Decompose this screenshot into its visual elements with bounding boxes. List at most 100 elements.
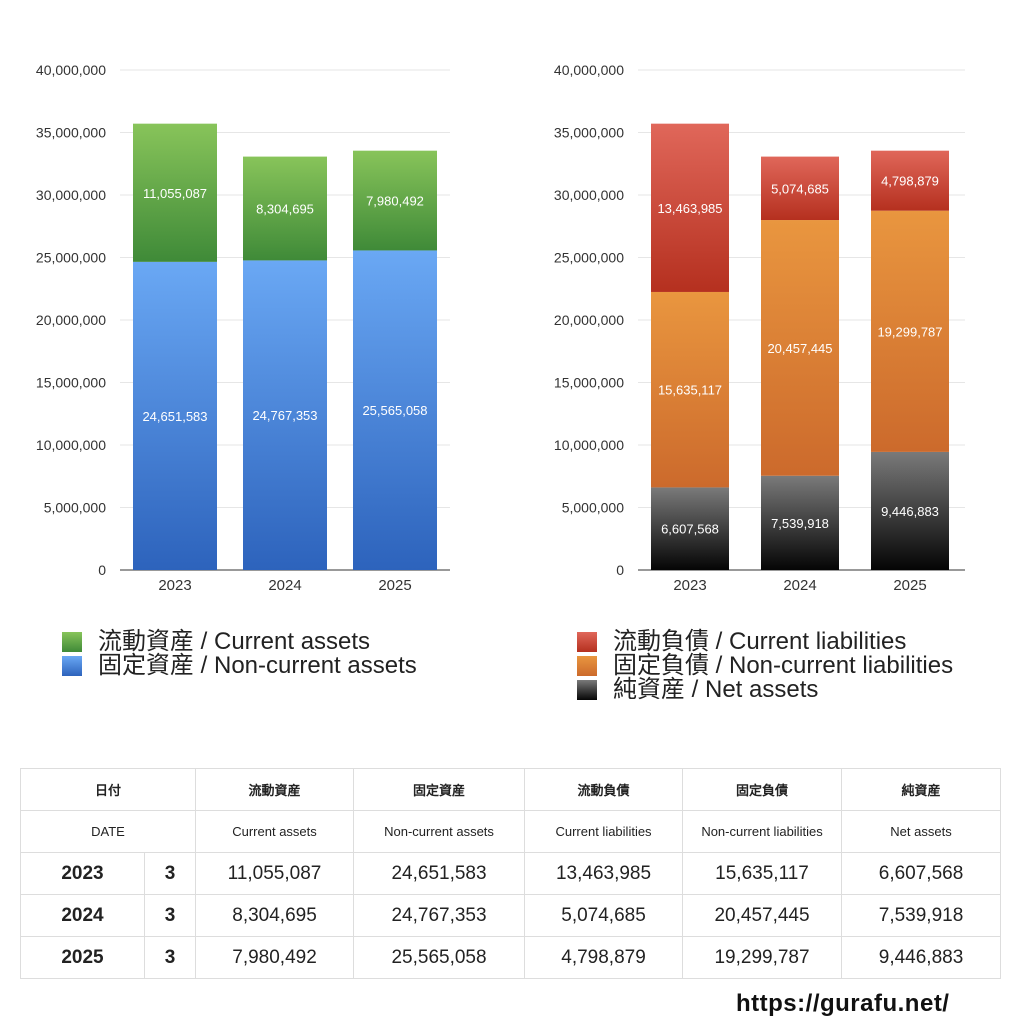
y-tick-label: 20,000,000 bbox=[36, 312, 106, 328]
cell-non-current-liabilities: 15,635,117 bbox=[682, 852, 843, 895]
cell-non-current-assets: 24,651,583 bbox=[353, 852, 526, 895]
cell-current-liabilities: 5,074,685 bbox=[524, 894, 684, 937]
y-tick-label: 10,000,000 bbox=[36, 437, 106, 453]
cell-net-assets: 6,607,568 bbox=[841, 852, 1002, 895]
bar-non-current-assets-2025 bbox=[353, 250, 437, 570]
header-current-assets-jp: 流動資産 bbox=[195, 768, 355, 811]
legend-item-current-liabilities: 流動負債 / Current liabilities bbox=[577, 630, 953, 654]
legend-swatch-non-current-assets bbox=[62, 656, 82, 676]
header-current-liabilities-jp: 流動負債 bbox=[524, 768, 684, 811]
data-label-non-current-liabilities: 20,457,445 bbox=[767, 341, 832, 356]
cell-current-assets: 8,304,695 bbox=[195, 894, 355, 937]
site-url-link[interactable]: https://gurafu.net/ bbox=[736, 990, 950, 1017]
data-label-net-assets: 6,607,568 bbox=[661, 522, 719, 537]
bar-non-current-liabilities-2025 bbox=[871, 210, 949, 452]
bar-current-assets-2023 bbox=[133, 123, 217, 262]
row-year: 2025 bbox=[20, 936, 145, 979]
cell-non-current-assets: 24,767,353 bbox=[353, 894, 526, 937]
y-tick-label: 15,000,000 bbox=[554, 375, 624, 391]
header-date-jp: 日付 bbox=[19, 768, 197, 811]
cell-net-assets: 9,446,883 bbox=[841, 936, 1002, 979]
table-header-row-en: DATE Current assets Non-current assets C… bbox=[19, 810, 1002, 853]
legend-label-net-assets: 純資産 / Net assets bbox=[613, 676, 819, 703]
x-tick-label: 2023 bbox=[158, 577, 191, 594]
legend-item-non-current-assets: 固定資産 / Non-current assets bbox=[62, 654, 417, 678]
y-tick-label: 40,000,000 bbox=[554, 62, 624, 78]
y-tick-label: 30,000,000 bbox=[36, 187, 106, 203]
cell-net-assets: 7,539,918 bbox=[841, 894, 1002, 937]
y-tick-label: 5,000,000 bbox=[44, 500, 106, 516]
legend-item-current-assets: 流動資産 / Current assets bbox=[62, 630, 417, 654]
cell-non-current-liabilities: 20,457,445 bbox=[682, 894, 843, 937]
y-tick-label: 0 bbox=[616, 562, 624, 578]
data-label-non-current-liabilities: 15,635,117 bbox=[658, 383, 722, 398]
bar-net-assets-2025 bbox=[871, 451, 949, 570]
legend-swatch-current-assets bbox=[62, 632, 82, 652]
header-current-assets-en: Current assets bbox=[195, 810, 355, 853]
row-month: 3 bbox=[143, 936, 197, 979]
header-current-liabilities-en: Current liabilities bbox=[524, 810, 684, 853]
y-tick-label: 20,000,000 bbox=[554, 312, 624, 328]
table-row: 2025 3 7,980,492 25,565,058 4,798,879 19… bbox=[20, 936, 1002, 979]
bar-non-current-assets-2023 bbox=[133, 261, 217, 570]
x-tick-label: 2024 bbox=[268, 577, 301, 594]
y-tick-label: 10,000,000 bbox=[554, 437, 624, 453]
legend-label-non-current-assets: 固定資産 / Non-current assets bbox=[98, 652, 417, 679]
cell-non-current-liabilities: 19,299,787 bbox=[682, 936, 843, 979]
cell-current-liabilities: 4,798,879 bbox=[524, 936, 684, 979]
legend-item-net-assets: 純資産 / Net assets bbox=[577, 678, 953, 702]
liabilities-chart: 0 5,000,000 10,000,000 15,000,000 20,000,000… bbox=[554, 62, 965, 594]
x-tick-label: 2025 bbox=[893, 577, 926, 594]
data-label-current-liabilities: 4,798,879 bbox=[881, 174, 939, 189]
header-net-assets-jp: 純資産 bbox=[841, 768, 1002, 811]
data-label-net-assets: 9,446,883 bbox=[881, 504, 939, 519]
cell-current-liabilities: 13,463,985 bbox=[524, 852, 684, 895]
bar-non-current-liabilities-2023 bbox=[651, 291, 729, 488]
table-header-row-jp: 日付 流動資産 固定資産 流動負債 固定負債 純資産 bbox=[19, 768, 1002, 811]
legend-swatch-non-current-liabilities bbox=[577, 656, 597, 676]
assets-legend: 流動資産 / Current assets 固定資産 / Non-current… bbox=[62, 630, 417, 678]
data-label-current-liabilities: 5,074,685 bbox=[771, 181, 829, 196]
data-label-non-current-assets: 24,651,583 bbox=[142, 409, 207, 424]
bar-current-assets-2024 bbox=[243, 156, 327, 261]
financial-data-table: 日付 流動資産 固定資産 流動負債 固定負債 純資産 DATE Current … bbox=[19, 768, 1002, 979]
bar-current-liabilities-2025 bbox=[871, 150, 949, 211]
legend-label-non-current-liabilities: 固定負債 / Non-current liabilities bbox=[613, 652, 954, 679]
header-non-current-liabilities-jp: 固定負債 bbox=[682, 768, 843, 811]
header-date-en: DATE bbox=[19, 810, 197, 853]
bar-non-current-liabilities-2024 bbox=[761, 220, 839, 476]
header-non-current-assets-en: Non-current assets bbox=[353, 810, 526, 853]
bar-current-liabilities-2023 bbox=[651, 123, 729, 292]
assets-chart: 0 5,000,000 10,000,000 15,000,000 20,000,000… bbox=[36, 62, 450, 594]
row-month: 3 bbox=[143, 852, 197, 895]
row-month: 3 bbox=[143, 894, 197, 937]
row-year: 2024 bbox=[20, 894, 145, 937]
y-tick-label: 30,000,000 bbox=[554, 187, 624, 203]
data-label-current-assets: 8,304,695 bbox=[256, 202, 314, 217]
y-tick-label: 15,000,000 bbox=[36, 375, 106, 391]
y-tick-label: 35,000,000 bbox=[36, 125, 106, 141]
legend-label-current-assets: 流動資産 / Current assets bbox=[98, 628, 371, 655]
table-row: 2023 3 11,055,087 24,651,583 13,463,985 … bbox=[20, 852, 1002, 895]
legend-swatch-current-liabilities bbox=[577, 632, 597, 652]
y-tick-label: 40,000,000 bbox=[36, 62, 106, 78]
legend-swatch-net-assets bbox=[577, 680, 597, 700]
legend-item-non-current-liabilities: 固定負債 / Non-current liabilities bbox=[577, 654, 953, 678]
bar-current-liabilities-2024 bbox=[761, 156, 839, 221]
x-tick-label: 2024 bbox=[783, 577, 816, 594]
data-label-non-current-liabilities: 19,299,787 bbox=[877, 324, 942, 339]
y-tick-label: 25,000,000 bbox=[554, 250, 624, 266]
header-non-current-liabilities-en: Non-current liabilities bbox=[682, 810, 843, 853]
x-tick-label: 2025 bbox=[378, 577, 411, 594]
data-label-current-liabilities: 13,463,985 bbox=[657, 201, 722, 216]
y-tick-label: 35,000,000 bbox=[554, 125, 624, 141]
y-tick-label: 0 bbox=[98, 562, 106, 578]
header-net-assets-en: Net assets bbox=[841, 810, 1002, 853]
bar-non-current-assets-2024 bbox=[243, 260, 327, 570]
liabilities-legend: 流動負債 / Current liabilities 固定負債 / Non-cu… bbox=[577, 630, 953, 702]
y-tick-label: 5,000,000 bbox=[562, 500, 624, 516]
y-tick-label: 25,000,000 bbox=[36, 250, 106, 266]
bar-net-assets-2023 bbox=[651, 487, 729, 570]
bar-current-assets-2025 bbox=[353, 150, 437, 251]
data-label-current-assets: 7,980,492 bbox=[366, 194, 424, 209]
